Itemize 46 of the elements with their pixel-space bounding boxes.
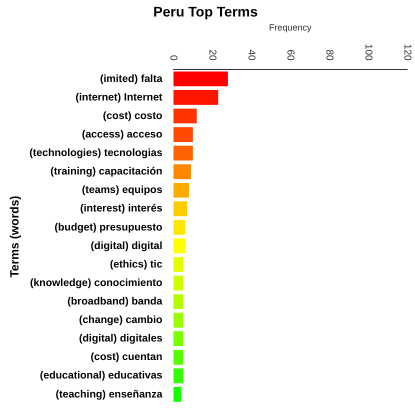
x-tick-label: 40 bbox=[246, 49, 257, 62]
bar bbox=[173, 257, 184, 272]
bar bbox=[173, 386, 182, 402]
x-tick-label: 60 bbox=[284, 49, 296, 62]
x-tick-label: 80 bbox=[323, 49, 334, 62]
bar bbox=[173, 294, 184, 310]
y-tick-label: (educational) educativas bbox=[40, 370, 163, 382]
y-tick-label: (training) capacitación bbox=[50, 166, 162, 178]
y-tick-label: (ethics) tic bbox=[110, 258, 163, 270]
y-tick-label: (teaching) enseñanza bbox=[56, 388, 163, 400]
y-tick-label: (internet) Internet bbox=[75, 91, 163, 104]
y-tick-label: (cost) costo bbox=[102, 110, 162, 122]
bar bbox=[173, 220, 186, 235]
y-tick-label: (budget) presupuesto bbox=[54, 221, 162, 234]
y-tick-label: (knowledge) conocimiento bbox=[30, 276, 162, 289]
y-tick-label: (teams) equipos bbox=[82, 184, 163, 196]
bar bbox=[173, 71, 228, 86]
bar bbox=[173, 146, 193, 161]
bar bbox=[173, 182, 189, 198]
bar bbox=[173, 164, 191, 180]
bar bbox=[173, 201, 188, 216]
x-tick-label: 20 bbox=[206, 49, 218, 62]
bar bbox=[173, 90, 218, 105]
bar bbox=[173, 238, 186, 254]
x-axis-title: Frequency bbox=[268, 22, 312, 33]
bar bbox=[173, 368, 184, 384]
y-tick-label: (technologies) tecnologias bbox=[29, 147, 163, 160]
y-tick-label: (change) cambio bbox=[78, 314, 162, 326]
chart-title: Peru Top Terms bbox=[153, 3, 258, 20]
y-tick-label: (interest) interés bbox=[80, 202, 163, 215]
x-tick-label: 120 bbox=[401, 44, 412, 62]
bar bbox=[173, 350, 184, 365]
y-tick-label: (access) acceso bbox=[82, 128, 162, 140]
bar bbox=[173, 312, 184, 328]
y-axis-title: Terms (words) bbox=[8, 196, 22, 278]
y-tick-label: (digital) digitales bbox=[78, 332, 163, 345]
x-tick-label: 0 bbox=[168, 55, 179, 62]
bar bbox=[173, 276, 184, 290]
bar bbox=[173, 127, 193, 142]
x-tick-label: 100 bbox=[362, 44, 374, 62]
bar bbox=[173, 331, 184, 346]
y-tick-label: (broadband) banda bbox=[67, 296, 163, 308]
bar bbox=[173, 108, 197, 124]
y-tick-label: (imited) falta bbox=[100, 72, 163, 85]
y-tick-label: (digital) digital bbox=[90, 240, 162, 252]
y-tick-label: (cost) cuentan bbox=[90, 351, 162, 364]
